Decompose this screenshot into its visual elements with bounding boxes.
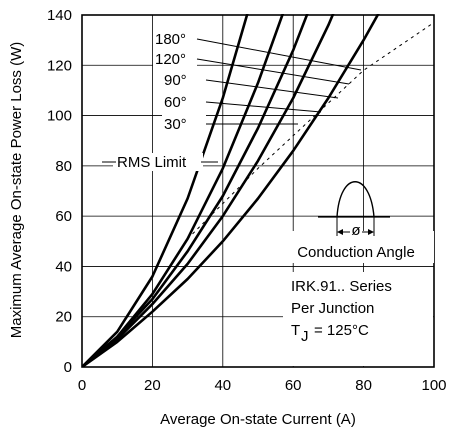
x-tick-label: 100 (421, 377, 446, 394)
x-tick-label: 20 (144, 377, 161, 394)
y-tick-label: 0 (64, 359, 72, 376)
conduction-angle-label: Conduction Angle (297, 244, 415, 261)
y-tick-label: 100 (47, 108, 72, 125)
half-sine-wave (336, 181, 375, 218)
series-label-bg (162, 71, 206, 89)
angle-arrow-left (337, 229, 343, 235)
y-tick-label: 140 (47, 7, 72, 24)
device-series-label: IRK.91.. Series (291, 278, 392, 295)
y-axis-label: Maximum Average On-state Power Loss (W) (8, 42, 25, 338)
temp-subscript: J (301, 328, 309, 345)
curves (82, 14, 434, 367)
x-tick-label: 80 (355, 377, 372, 394)
series-label: 60° (164, 94, 187, 111)
plot-frame (81, 14, 435, 368)
series-leader-line (205, 79, 339, 99)
x-axis-label: Average On-state Current (A) (160, 411, 356, 428)
series-label: 30° (164, 116, 187, 133)
annotations: 180° 120° 90° 60° 30° RMS Limit ø Conduction An… (102, 30, 434, 366)
y-tick-label: 120 (47, 57, 72, 74)
rms-limit-line (187, 22, 434, 240)
y-tick-label: 60 (55, 208, 72, 225)
series-line (82, 14, 309, 367)
phi-symbol: ø (351, 222, 360, 239)
series-label: 90° (164, 72, 187, 89)
temp-value: = 125°C (314, 322, 369, 339)
per-junction-label: Per Junction (291, 300, 374, 317)
x-tick-label: 60 (285, 377, 302, 394)
x-tick-label: 0 (78, 377, 86, 394)
series-leader-line (196, 58, 350, 85)
series-line (82, 14, 249, 367)
x-tick-label: 40 (214, 377, 231, 394)
series-label-bg (153, 50, 197, 68)
series-label-bg (162, 93, 206, 111)
device-info-bg (283, 272, 433, 366)
tick-labels: 0 20 40 60 80 100 0 20 40 60 80 100 120 140 (47, 7, 447, 394)
y-tick-label: 40 (55, 258, 72, 275)
series-line (82, 14, 380, 367)
y-tick-label: 80 (55, 158, 72, 175)
axes (81, 14, 435, 368)
y-tick-label: 20 (55, 309, 72, 326)
phi-bg (350, 224, 362, 236)
conduction-bg (279, 231, 434, 263)
series-label: 180° (155, 31, 186, 48)
series-label-bg (153, 30, 197, 48)
series-label: 120° (155, 51, 186, 68)
angle-arrow-right (368, 229, 374, 235)
rms-label-bg (113, 153, 203, 171)
series-leader-line (196, 38, 362, 71)
series-label-bg (162, 115, 206, 133)
rms-limit-label: RMS Limit (117, 154, 187, 171)
series-line (82, 14, 335, 367)
series-leader-line (205, 101, 322, 113)
temp-prefix: T (291, 322, 300, 339)
series-line (82, 14, 285, 367)
